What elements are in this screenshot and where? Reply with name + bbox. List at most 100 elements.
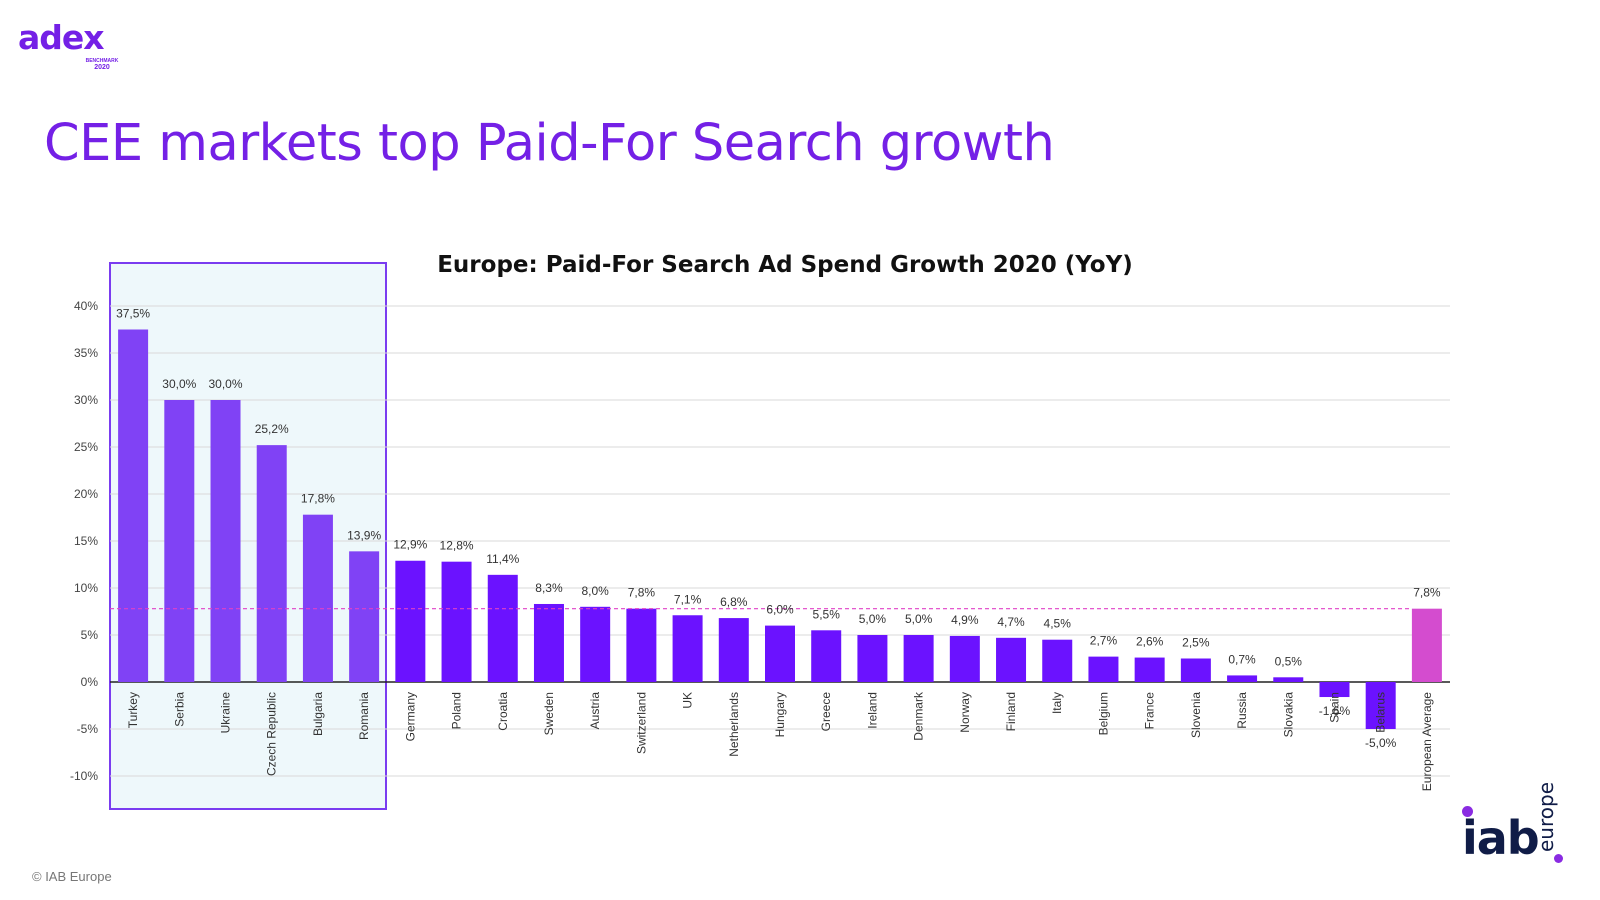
bar: [857, 635, 888, 682]
data-label: 5,0%: [905, 612, 933, 626]
data-label: 30,0%: [162, 377, 196, 391]
bar: [1180, 658, 1211, 682]
bar: [256, 445, 287, 682]
data-label: 0,5%: [1275, 654, 1303, 668]
category-label: Belarus: [1374, 692, 1388, 733]
data-label: 13,9%: [347, 528, 381, 542]
adex-logo-subtitle: BENCHMARK: [85, 58, 119, 64]
bar: [164, 400, 195, 682]
category-label: Bulgaria: [311, 692, 325, 736]
iab-logo-suffix-dot: [1554, 854, 1563, 863]
category-label: Norway: [958, 692, 972, 733]
y-tick-label: 25%: [74, 440, 98, 454]
bar: [210, 400, 241, 682]
category-label: Serbia: [172, 692, 186, 727]
category-label: Czech Republic: [265, 692, 279, 776]
iab-logo-word: iab: [1462, 811, 1540, 865]
category-label: Croatia: [496, 692, 510, 731]
y-tick-label: 10%: [74, 581, 98, 595]
data-label: -5,0%: [1365, 736, 1397, 750]
data-label: 17,8%: [301, 492, 335, 506]
category-label: Finland: [1004, 692, 1018, 731]
bar: [996, 637, 1027, 682]
data-label: 12,9%: [393, 538, 427, 552]
data-label: 7,8%: [628, 586, 656, 600]
y-tick-label: 30%: [74, 393, 98, 407]
chart-title: Europe: Paid-For Search Ad Spend Growth …: [437, 252, 1133, 278]
category-label: Netherlands: [727, 692, 741, 757]
category-label: Belgium: [1096, 692, 1110, 735]
data-label: 7,1%: [674, 592, 702, 606]
bar: [533, 603, 564, 682]
y-tick-label: 20%: [74, 487, 98, 501]
category-label: Greece: [819, 692, 833, 732]
bar: [1088, 656, 1119, 682]
y-tick-label: 0%: [81, 675, 99, 689]
category-label: European Average: [1420, 692, 1434, 792]
data-label: 8,3%: [535, 581, 563, 595]
page-title: CEE markets top Paid-For Search growth: [44, 114, 1055, 173]
category-label: Romania: [357, 692, 371, 740]
data-label: 25,2%: [255, 422, 289, 436]
data-label: 4,5%: [1044, 617, 1072, 631]
category-label: Austria: [588, 692, 602, 730]
bar: [903, 635, 934, 682]
bar: [1273, 677, 1304, 682]
data-label: 11,4%: [486, 552, 519, 566]
copyright-notice: © IAB Europe: [32, 869, 112, 884]
category-label: Ireland: [865, 692, 879, 729]
data-label: 6,0%: [766, 603, 794, 617]
y-tick-label: -10%: [70, 769, 98, 783]
y-tick-label: 40%: [74, 299, 98, 313]
bar: [1227, 675, 1258, 682]
data-label: 30,0%: [209, 377, 243, 391]
category-label: Italy: [1050, 692, 1064, 714]
category-label: France: [1143, 692, 1157, 730]
category-label: Slovenia: [1189, 692, 1203, 738]
data-label: 0,7%: [1228, 652, 1256, 666]
bar: [349, 551, 380, 682]
bar: [1134, 657, 1165, 682]
adex-logo: adex BENCHMARK 2020: [18, 18, 118, 74]
bar: [718, 618, 749, 682]
data-label: 4,9%: [951, 613, 979, 627]
bar: [580, 606, 611, 682]
category-label: UK: [681, 692, 695, 709]
category-label: Sweden: [542, 692, 556, 735]
data-label: 5,0%: [859, 612, 887, 626]
category-label: Russia: [1235, 692, 1249, 729]
y-axis-ticks: -10% -5% 0% 5% 10% 15% 20% 25% 30% 35% 40%: [70, 299, 98, 783]
category-label: Denmark: [912, 691, 926, 741]
category-label: Ukraine: [219, 692, 233, 734]
y-tick-label: 35%: [74, 346, 98, 360]
y-tick-label: 5%: [81, 628, 99, 642]
data-label: 4,7%: [997, 615, 1025, 629]
category-label: Switzerland: [634, 692, 648, 754]
bars: [118, 329, 1442, 729]
data-label: -1,6%: [1319, 704, 1351, 718]
bar: [1042, 639, 1073, 682]
y-tick-label: 15%: [74, 534, 98, 548]
bar: [1365, 682, 1396, 729]
data-label: 2,5%: [1182, 636, 1210, 650]
data-label: 12,8%: [440, 539, 474, 553]
data-label: 6,8%: [720, 595, 748, 609]
category-label: Germany: [403, 692, 417, 741]
iab-europe-logo: iab europe: [1440, 760, 1590, 880]
data-label: 2,6%: [1136, 635, 1164, 649]
bar: [672, 615, 703, 682]
iab-logo-suffix: europe: [1534, 782, 1558, 852]
y-tick-label: -5%: [77, 722, 99, 736]
bar: [487, 574, 518, 682]
category-label: Spain: [1327, 692, 1341, 723]
adex-logo-year: 2020: [94, 64, 110, 71]
bar: [811, 630, 842, 682]
iab-logo-dot: [1462, 806, 1473, 817]
category-label: Slovakia: [1281, 692, 1295, 738]
category-label: Poland: [450, 692, 464, 729]
bar: [765, 625, 795, 682]
bar: [302, 514, 333, 682]
bar: [1411, 608, 1442, 682]
data-label: 7,8%: [1413, 586, 1441, 600]
